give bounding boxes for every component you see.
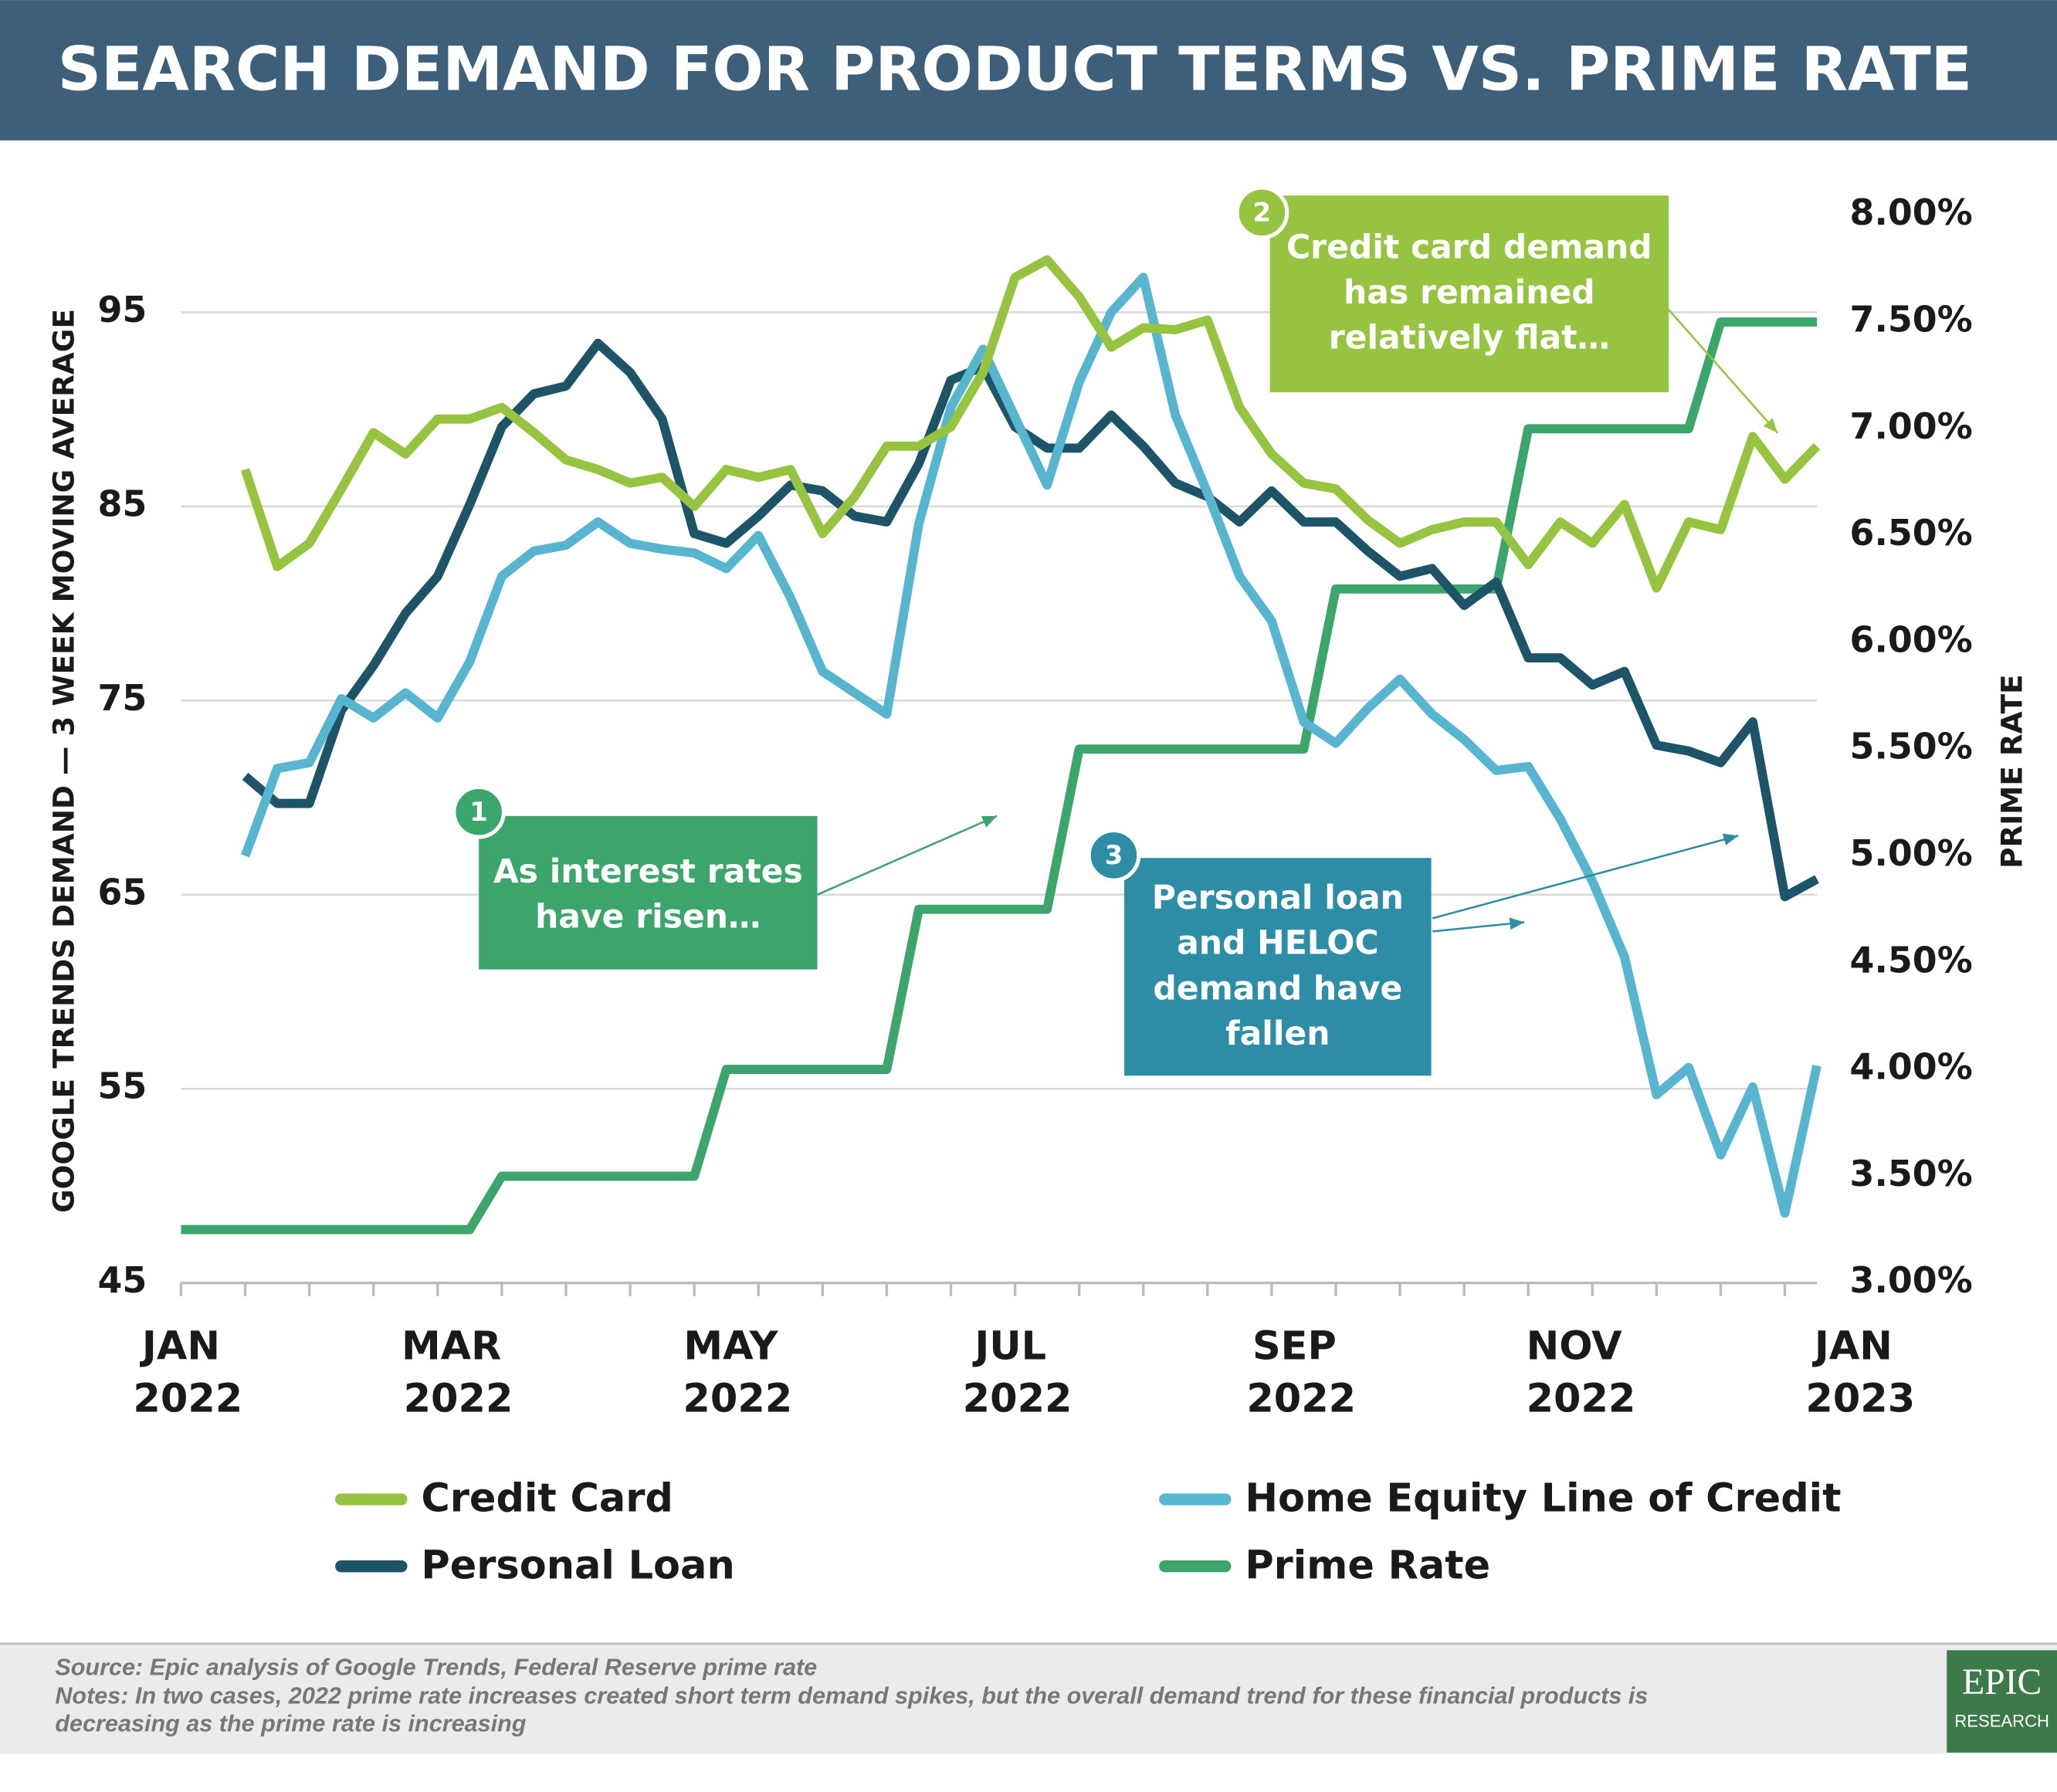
x-tick-label: NOV 2022: [1513, 1324, 1636, 1422]
annotation-badge: [1086, 828, 1141, 882]
arrow-head: [1722, 833, 1739, 845]
y-tick-label: 95: [97, 289, 147, 330]
logo-text: EPIC: [1962, 1662, 2042, 1702]
x-tick-label: JUL 2022: [949, 1324, 1073, 1422]
y2-tick-label: 4.50%: [1850, 939, 1973, 981]
y2-tick-label: 7.00%: [1850, 405, 1973, 447]
chart-title: SEARCH DEMAND FOR PRODUCT TERMS VS. PRIM…: [58, 35, 1972, 105]
x-tick-label: MAY 2022: [669, 1324, 793, 1422]
legend-label: Personal Loan: [421, 1543, 734, 1588]
notes: Notes: In two cases, 2022 prime rate inc…: [55, 1683, 1648, 1709]
notes: decreasing as the prime rate is increasi…: [55, 1710, 526, 1736]
annotation-box: [1269, 195, 1669, 393]
annotation-badge: [1235, 185, 1289, 240]
legend-label: Home Equity Line of Credit: [1245, 1476, 1841, 1522]
source: Source: Epic analysis of Google Trends, …: [55, 1654, 817, 1680]
annotation-number: 1: [469, 797, 488, 828]
y-axis-label: GOOGLE TRENDS DEMAND — 3 WEEK MOVING AVE…: [46, 309, 80, 1213]
annotation-text: relatively flat…: [1329, 320, 1610, 357]
line-series: [240, 273, 1821, 1218]
title-bar: [0, 0, 2057, 141]
line-series: [240, 255, 1821, 593]
arrow-head: [1763, 418, 1778, 433]
x-tick-label: JAN 2022: [120, 1324, 243, 1422]
annotation-text: Personal loan: [1152, 879, 1404, 917]
y-tick-label: 65: [97, 871, 147, 913]
y-tick-label: 45: [97, 1259, 147, 1301]
annotation-arrow: [1432, 835, 1739, 920]
annotation-text: and HELOC: [1177, 925, 1378, 963]
annotation-text: has remained: [1344, 274, 1595, 312]
annotation-number: 3: [1105, 840, 1123, 871]
annotation-text: As interest rates: [493, 853, 803, 891]
annotation-text: demand have: [1153, 970, 1402, 1008]
annotation-number: 2: [1253, 198, 1272, 229]
y2-tick-label: 5.00%: [1850, 832, 1973, 874]
arrow-head: [1509, 917, 1525, 930]
y2-tick-label: 3.50%: [1850, 1153, 1973, 1194]
y2-tick-label: 3.00%: [1850, 1259, 1973, 1301]
y2-axis-label: PRIME RATE: [1994, 674, 2028, 869]
annotation-arrow: [1668, 309, 1779, 434]
y-tick-label: 75: [97, 677, 147, 719]
footer-band: [0, 1643, 2057, 1754]
annotation-text: Credit card demand: [1286, 229, 1652, 266]
annotation-arrow: [816, 815, 998, 896]
y2-tick-label: 5.50%: [1850, 726, 1973, 767]
y2-tick-label: 8.00%: [1850, 191, 1973, 233]
annotation-box: [479, 815, 818, 970]
annotation-text: fallen: [1225, 1015, 1330, 1053]
line-series: [181, 317, 1818, 1235]
y2-tick-label: 4.00%: [1850, 1046, 1973, 1088]
x-tick-label: SEP 2022: [1233, 1324, 1357, 1422]
y2-tick-label: 6.50%: [1850, 512, 1973, 554]
annotation-arrow: [1432, 921, 1525, 933]
y2-tick-label: 6.00%: [1850, 618, 1973, 660]
annotation-badge: [452, 784, 506, 839]
legend-label: Credit Card: [421, 1476, 673, 1522]
arrow-head: [981, 815, 998, 828]
legend-label: Prime Rate: [1245, 1543, 1490, 1588]
annotation-box: [1124, 858, 1432, 1076]
annotation-text: have risen…: [535, 899, 761, 937]
y-tick-label: 55: [97, 1065, 147, 1107]
logo: [1947, 1650, 2057, 1753]
line-series: [242, 338, 1819, 902]
x-tick-label: MAR 2022: [390, 1324, 513, 1422]
y2-tick-label: 7.50%: [1850, 299, 1973, 340]
logo-text: RESEARCH: [1954, 1712, 2049, 1731]
x-tick-label: JAN 2023: [1792, 1324, 1916, 1422]
y-tick-label: 85: [97, 483, 147, 524]
